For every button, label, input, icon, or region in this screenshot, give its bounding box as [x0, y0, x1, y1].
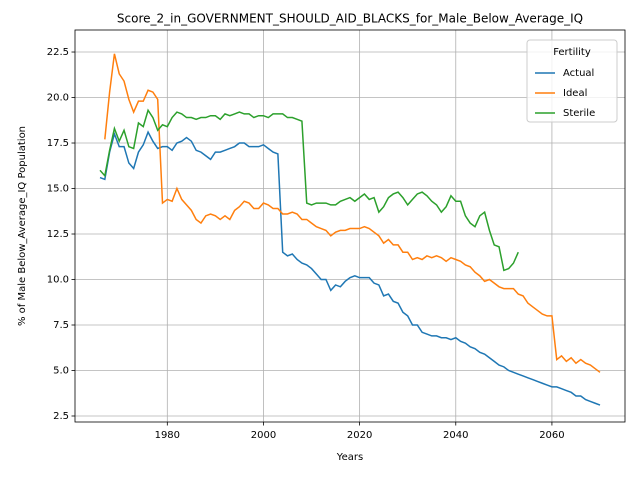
y-tick-label: 5.0 — [53, 365, 69, 376]
y-tick-label: 20.0 — [47, 93, 69, 104]
y-tick-label: 15.0 — [47, 184, 69, 195]
x-tick-label: 2020 — [347, 430, 372, 441]
x-tick-label: 1980 — [155, 430, 180, 441]
x-axis-label: Years — [336, 452, 363, 463]
x-tick-label: 2040 — [443, 430, 468, 441]
legend-label: Actual — [563, 68, 594, 79]
line-series — [99, 130, 601, 406]
legend-label: Ideal — [563, 88, 587, 99]
y-tick-label: 2.5 — [53, 411, 69, 422]
line-series — [104, 53, 601, 373]
legend-title: Fertility — [553, 47, 591, 58]
line-series — [99, 108, 519, 272]
y-tick-label: 7.5 — [53, 320, 69, 331]
y-tick-label: 10.0 — [47, 275, 69, 286]
y-axis-label: % of Male Below_Average_IQ Population — [17, 126, 28, 326]
plot-frame — [74, 29, 626, 423]
x-tick-label: 2060 — [539, 430, 564, 441]
chart-title: Score_2_in_GOVERNMENT_SHOULD_AID_BLACKS_… — [117, 12, 583, 26]
y-tick-label: 17.5 — [47, 138, 69, 149]
y-tick-label: 22.5 — [47, 47, 69, 58]
legend-label: Sterile — [563, 108, 595, 119]
x-tick-label: 2000 — [251, 430, 276, 441]
legend-box — [526, 39, 618, 123]
y-tick-label: 12.5 — [47, 229, 69, 240]
